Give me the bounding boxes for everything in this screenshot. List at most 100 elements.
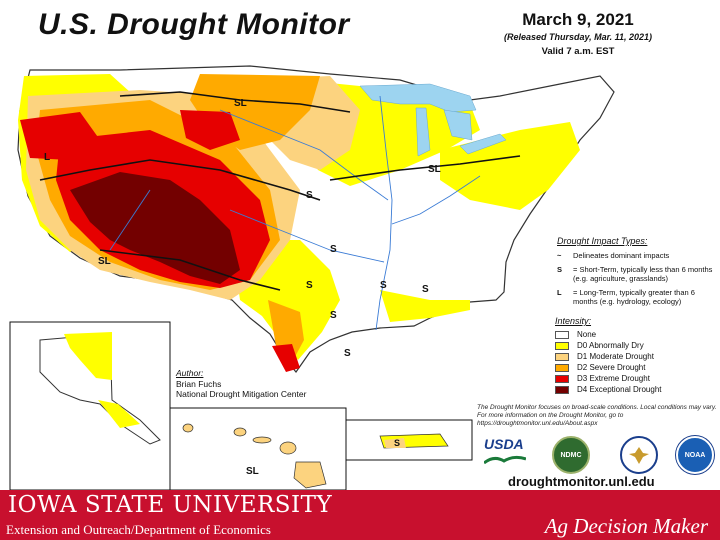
lake-erie	[459, 133, 507, 155]
river-mississippi	[375, 95, 393, 331]
impact-line-west	[39, 159, 321, 201]
lake-huron	[443, 109, 473, 141]
impact-long-text: = Long-Term, typically greater than 6 mo…	[573, 287, 695, 306]
impact-title: Drought Impact Types:	[557, 236, 648, 246]
ndmc-logo: NDMC	[552, 436, 590, 474]
label-s-southeast: S	[422, 284, 429, 295]
drought-map: SL L SL SL S S S S S S S SL S	[9, 65, 615, 490]
date-block: March 9, 2021 (Released Thursday, Mar. 1…	[478, 10, 678, 57]
impact-line-south	[99, 249, 281, 291]
river-missouri	[219, 109, 389, 201]
region-labels: SL L SL SL S S S S S S S	[44, 98, 441, 359]
intensity-row: D2 Severe Drought	[555, 362, 715, 373]
label-s-south-3: S	[380, 280, 387, 291]
author-org: National Drought Mitigation Center	[176, 389, 307, 400]
hawaii-islands	[182, 423, 327, 489]
intensity-swatch	[555, 374, 569, 383]
d3-area-northwest	[20, 112, 100, 160]
map-date: March 9, 2021	[522, 10, 634, 29]
alaska-d1	[98, 400, 140, 428]
river-ohio	[391, 175, 481, 225]
usda-hill-icon	[483, 455, 527, 465]
impact-short-symbol: S	[557, 264, 563, 274]
intensity-label: D4 Exceptional Drought	[577, 385, 662, 394]
impact-long-symbol: L	[557, 287, 562, 297]
river-colorado	[109, 189, 151, 251]
noaa-logo: NOAA	[676, 436, 714, 474]
intensity-row: D1 Moderate Drought	[555, 351, 715, 362]
impact-line-east	[329, 155, 521, 181]
hawaii-island-oahu	[233, 427, 247, 437]
eagle-icon	[629, 447, 649, 464]
ndmc-logo-text: NDMC	[560, 451, 582, 459]
label-sl-midwest: SL	[428, 164, 441, 175]
intensity-label: D3 Extreme Drought	[577, 374, 650, 383]
intensity-row: None	[555, 329, 715, 340]
impact-legend: Drought Impact Types: ~ Delineates domin…	[557, 236, 717, 311]
d2-area-texas	[268, 300, 304, 366]
disclaimer-text: The Drought Monitor focuses on broad-sca…	[477, 404, 717, 428]
impact-delineates-text: Delineates dominant impacts	[573, 250, 670, 260]
impact-row-short: S = Short-Term, typically less than 6 mo…	[557, 265, 717, 283]
footer-bar: IOWA STATE UNIVERSITY Extension and Outr…	[0, 490, 720, 540]
footer-university: IOWA STATE UNIVERSITY	[8, 492, 333, 518]
hawaii-island-big	[293, 461, 327, 489]
intensity-rows: None D0 Abnormally Dry D1 Moderate Drought…	[555, 329, 715, 395]
noaa-logo-text: NOAA	[684, 451, 706, 459]
commerce-seal-icon	[620, 436, 658, 474]
usda-logo: USDA	[483, 436, 527, 468]
intensity-swatch	[555, 341, 569, 350]
hawaii-island-molokai	[252, 436, 272, 444]
intensity-legend: Intensity: None D0 Abnormally Dry D1 Moder…	[555, 316, 715, 395]
site-url[interactable]: droughtmonitor.unl.edu	[508, 474, 655, 489]
lake-michigan	[415, 107, 431, 157]
intensity-label: D2 Severe Drought	[577, 363, 646, 372]
water-bodies	[359, 83, 507, 157]
map-title: U.S. Drought Monitor	[38, 8, 350, 41]
footer-department: Extension and Outreach/Department of Eco…	[6, 522, 271, 537]
d3-area-texas	[272, 344, 300, 372]
label-s-puerto-rico: S	[394, 438, 400, 448]
impact-line-north	[119, 91, 351, 113]
d4-area-southwest	[70, 172, 240, 284]
author-title: Author:	[176, 368, 204, 378]
intensity-row: D3 Extreme Drought	[555, 373, 715, 384]
impact-row-long: L = Long-Term, typically greater than 6 …	[557, 288, 717, 306]
label-s-texas-2: S	[344, 348, 351, 359]
intensity-swatch	[555, 330, 569, 339]
intensity-label: None	[577, 330, 597, 339]
impact-line-symbol: ~	[557, 250, 562, 260]
intensity-label: D1 Moderate Drought	[577, 352, 654, 361]
label-s-plains: S	[306, 190, 313, 201]
usda-logo-text: USDA	[484, 436, 524, 452]
footer-brand: Ag Decision Maker	[544, 514, 708, 538]
intensity-swatch	[555, 352, 569, 361]
d3-area-northern-plains	[180, 110, 240, 150]
valid-time: Valid 7 a.m. EST	[541, 46, 615, 57]
label-s-south-2: S	[306, 280, 313, 291]
d4-areas	[70, 172, 240, 284]
intensity-label: D0 Abnormally Dry	[577, 341, 644, 350]
hawaii-island-kauai	[182, 423, 194, 433]
puerto-rico-d1	[384, 438, 406, 448]
hawaii-island-maui	[279, 441, 297, 455]
intensity-swatch	[555, 363, 569, 372]
author-block: Author: Brian Fuchs National Drought Mit…	[176, 368, 306, 400]
intensity-title: Intensity:	[555, 316, 592, 326]
label-sl-north: SL	[234, 98, 247, 109]
d0-area-southeast	[380, 290, 470, 322]
author-name: Brian Fuchs	[176, 378, 222, 389]
intensity-row: D0 Abnormally Dry	[555, 340, 715, 351]
river-arkansas	[229, 209, 385, 263]
label-s-texas-1: S	[330, 310, 337, 321]
rivers	[109, 95, 481, 331]
label-sl-southwest: SL	[98, 256, 111, 267]
label-sl-hawaii: SL	[246, 466, 259, 477]
impact-row-delineates: ~ Delineates dominant impacts	[557, 251, 717, 260]
release-date: (Released Thursday, Mar. 11, 2021)	[503, 32, 653, 42]
intensity-row: D4 Exceptional Drought	[555, 384, 715, 395]
impact-lines	[39, 91, 521, 291]
alaska-d0	[64, 332, 112, 380]
label-s-south-1: S	[330, 244, 337, 255]
partner-logos: USDA NDMC NOAA	[480, 432, 716, 474]
